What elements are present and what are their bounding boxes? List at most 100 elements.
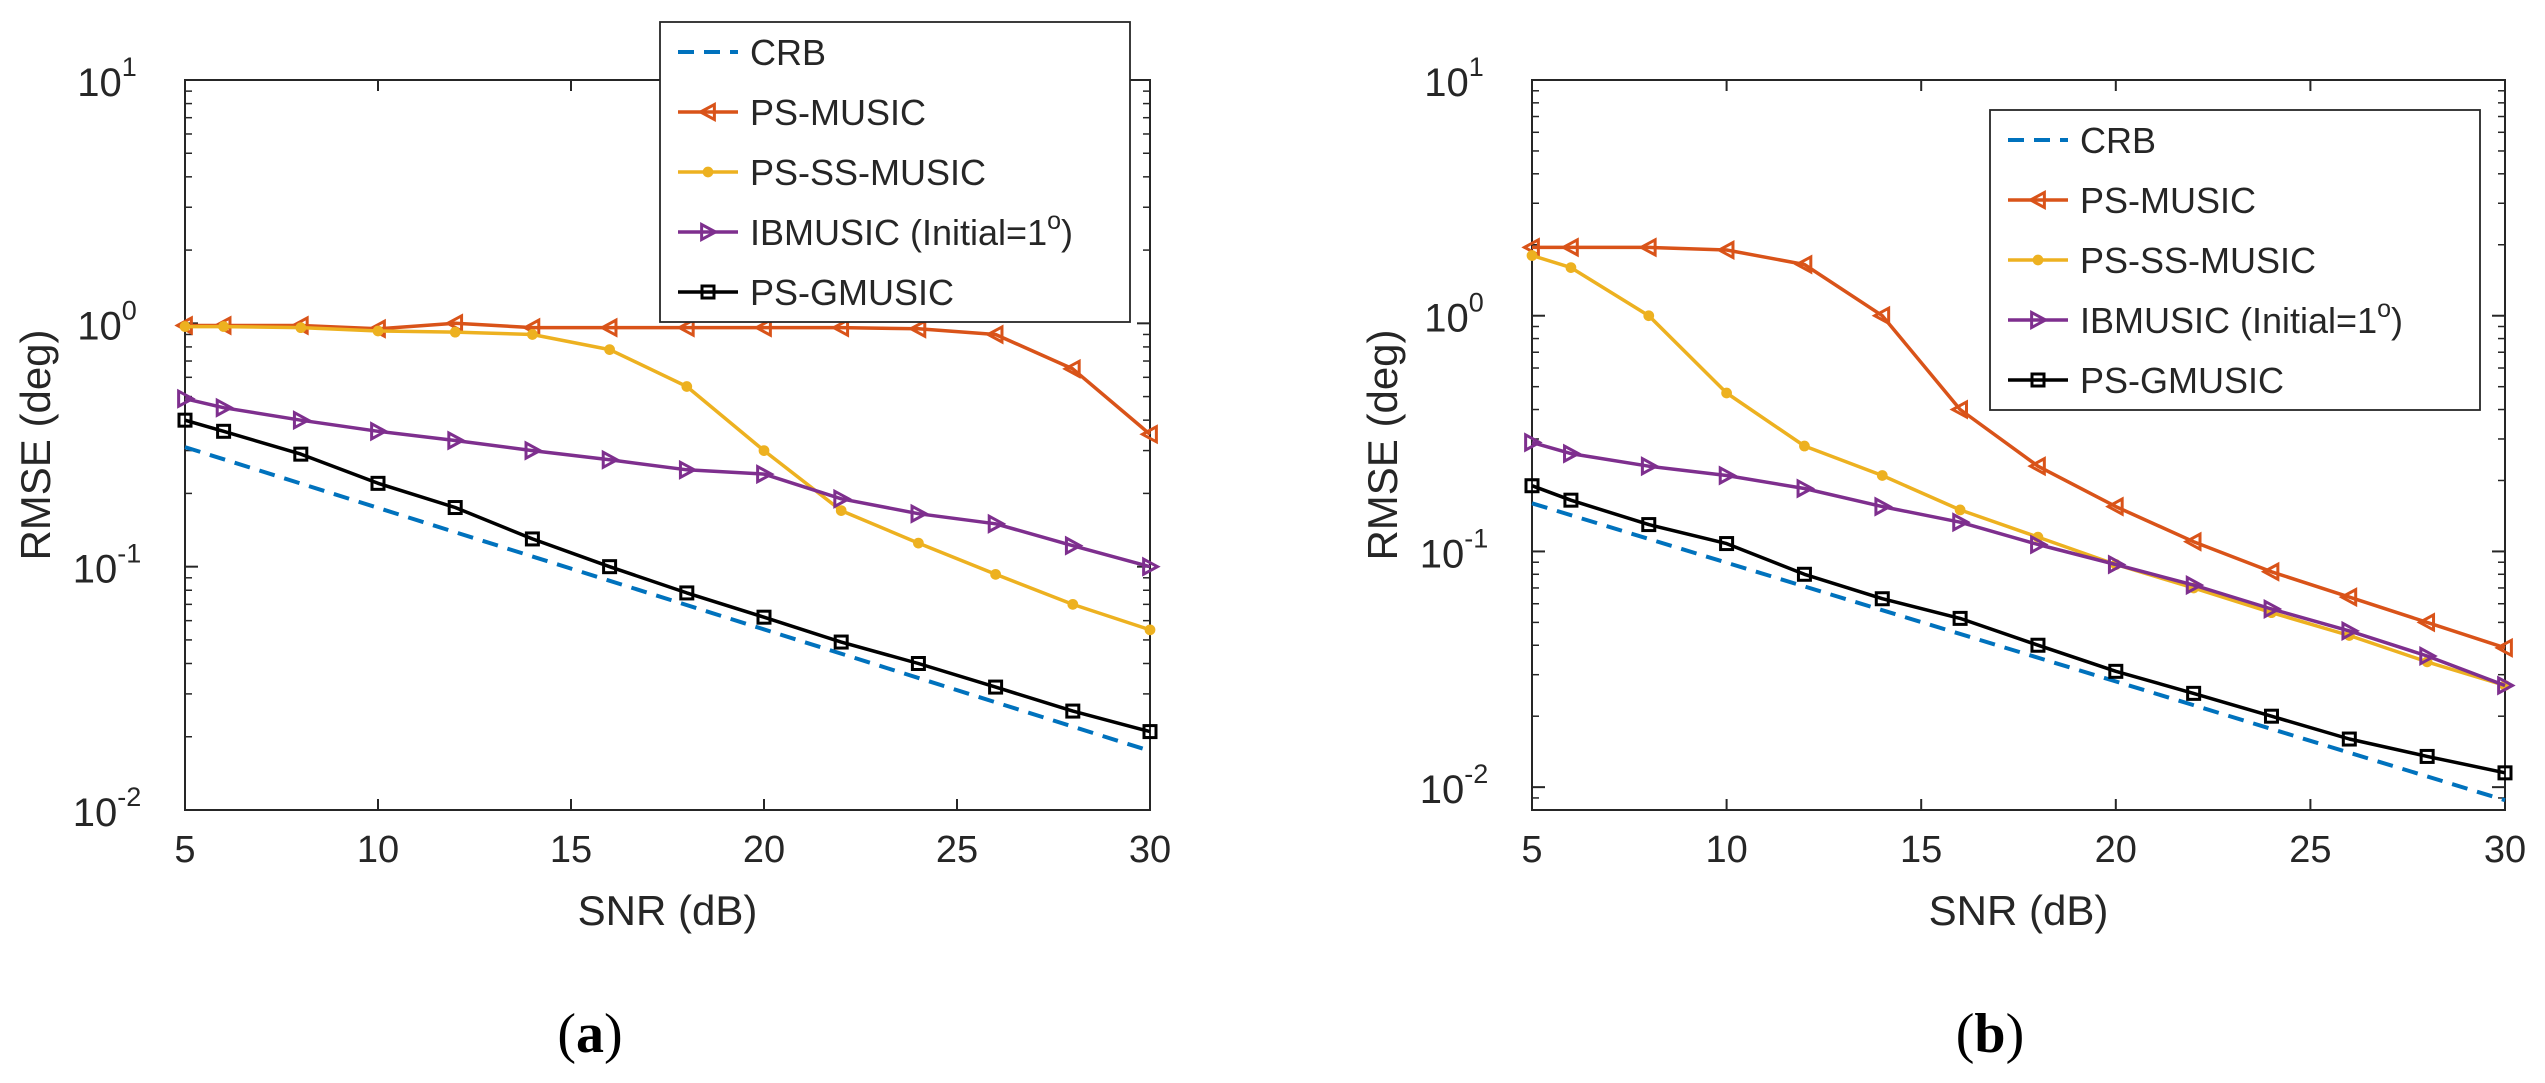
legend-label-text: PS-MUSIC — [2080, 180, 2256, 221]
legend-label: PS-MUSIC — [2080, 180, 2256, 221]
data-point-marker — [2030, 372, 2046, 388]
data-point-marker — [2263, 598, 2283, 619]
legend-label-text: IBMUSIC (Initial=1 — [750, 212, 1047, 253]
y-tick-base: 10 — [1424, 297, 1469, 341]
data-point-marker — [1718, 465, 1738, 486]
data-point-marker — [1640, 456, 1660, 477]
data-point-marker — [1062, 358, 1081, 379]
data-point-marker — [2419, 646, 2438, 667]
data-point-marker — [700, 221, 719, 243]
y-tick-base: 10 — [77, 304, 122, 348]
data-point-marker — [756, 464, 775, 485]
data-point-marker — [370, 475, 386, 491]
data-point-marker — [527, 329, 538, 340]
y-tick-exponent: 0 — [122, 295, 137, 325]
data-point-marker — [447, 500, 463, 516]
legend-box — [1989, 109, 2481, 411]
legend-label-text: PS-SS-MUSIC — [750, 152, 986, 193]
data-point-marker — [1144, 624, 1156, 636]
legend-item: PS-SS-MUSIC — [678, 152, 986, 193]
data-point-marker — [753, 317, 772, 338]
data-point-marker — [830, 317, 850, 338]
data-point-marker — [1643, 310, 1655, 322]
caption-letter: a — [576, 1003, 604, 1065]
data-point-marker — [602, 559, 618, 575]
legend-item: PS-GMUSIC — [2008, 360, 2284, 401]
x-tick-label: 25 — [2289, 829, 2331, 871]
y-tick-exponent: 1 — [122, 52, 137, 82]
legend-item: PS-SS-MUSIC — [2008, 240, 2316, 281]
data-point-marker — [2338, 587, 2358, 608]
y-tick-label: 101 — [1424, 52, 1484, 105]
data-point-marker — [447, 430, 466, 451]
data-point-marker — [1952, 512, 1971, 533]
data-point-marker — [1067, 598, 1079, 610]
data-point-marker — [449, 326, 461, 338]
y-tick-base: 10 — [73, 791, 118, 835]
data-point-marker — [2105, 496, 2124, 517]
data-point-marker — [218, 321, 229, 332]
legend-item: IBMUSIC (Initial=1o) — [678, 207, 1073, 253]
x-tick-label: 20 — [743, 829, 785, 871]
data-point-marker — [756, 609, 772, 625]
data-point-marker — [833, 488, 852, 509]
y-tick-exponent: -2 — [117, 782, 141, 812]
series-line — [1531, 253, 2506, 688]
data-point-marker — [1954, 504, 1966, 516]
data-point-marker — [907, 318, 927, 339]
legend-label: PS-SS-MUSIC — [2080, 240, 2316, 281]
data-point-marker — [758, 445, 770, 456]
data-point-marker — [1638, 237, 1657, 258]
y-tick-base: 10 — [77, 61, 122, 105]
data-point-marker — [1524, 478, 1540, 494]
caption-open-paren: ( — [1956, 1003, 1975, 1065]
y-tick-label: 10-1 — [73, 539, 142, 592]
legend: CRB PS-MUSIC PS-SS-MUSIC IBMUSIC (Initial=1… — [1989, 109, 2481, 411]
legend-label: PS-MUSIC — [750, 92, 926, 133]
data-point-marker — [679, 585, 695, 601]
x-tick-label: 30 — [1129, 829, 1171, 871]
legend-item: PS-MUSIC — [678, 92, 926, 133]
legend-label-text: PS-GMUSIC — [750, 272, 954, 313]
data-point-marker — [1949, 399, 1968, 420]
data-point-marker — [2185, 575, 2205, 596]
data-point-marker — [1796, 478, 1816, 499]
y-tick-label: 10-2 — [73, 782, 142, 835]
data-point-marker — [1874, 496, 1893, 517]
data-point-marker — [524, 440, 544, 461]
legend-label-suffix: ) — [1061, 212, 1073, 253]
data-point-marker — [2027, 189, 2046, 211]
legend-label-suffix: ) — [2391, 300, 2403, 341]
data-point-marker — [676, 317, 695, 338]
y-tick-base: 10 — [1420, 768, 1465, 812]
legend-item: PS-GMUSIC — [678, 272, 954, 313]
x-tick-label: 20 — [2095, 829, 2137, 871]
x-axis-label: SNR (dB) — [578, 887, 758, 934]
data-point-marker — [1139, 424, 1158, 445]
y-tick-label: 10-1 — [1420, 523, 1489, 576]
data-point-marker — [700, 284, 716, 300]
series-line — [1531, 501, 2506, 803]
legend-label-text: CRB — [2080, 120, 2156, 161]
legend-label-superscript: o — [1047, 207, 1061, 235]
data-point-marker — [910, 655, 926, 671]
series-line — [184, 445, 1151, 753]
data-point-marker — [1715, 239, 1735, 261]
legend-label-text: PS-MUSIC — [750, 92, 926, 133]
data-point-marker — [1064, 535, 1084, 556]
x-tick-label: 25 — [936, 829, 978, 871]
data-point-marker — [292, 410, 312, 431]
caption-letter: b — [1974, 1003, 2005, 1065]
legend-label-superscript: o — [2377, 295, 2391, 323]
legend-label-text: PS-SS-MUSIC — [2080, 240, 2316, 281]
y-tick-exponent: -1 — [1464, 523, 1488, 553]
data-point-marker — [177, 388, 196, 409]
data-point-marker — [1952, 610, 1968, 626]
y-tick-exponent: -2 — [1464, 759, 1488, 789]
y-axis-label: RMSE (deg) — [1359, 329, 1406, 560]
data-point-marker — [2341, 731, 2357, 747]
data-point-marker — [702, 166, 714, 178]
data-point-marker — [2497, 765, 2513, 781]
data-point-marker — [2416, 612, 2436, 633]
